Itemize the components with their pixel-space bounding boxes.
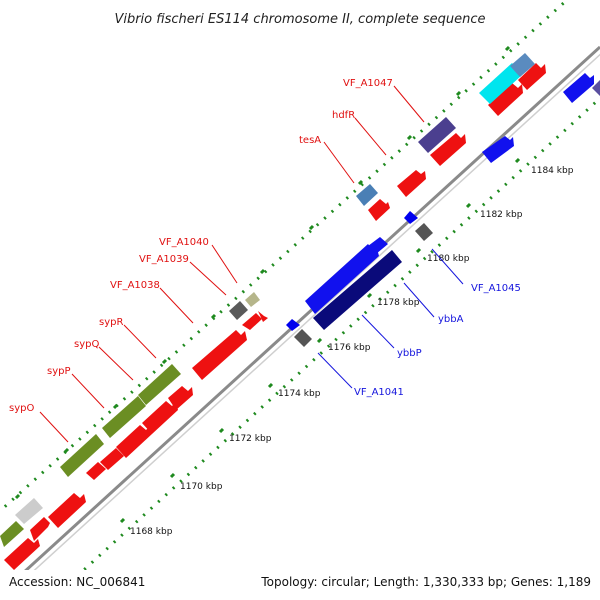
- kbp-label-1180: 1180 kbp: [427, 254, 470, 264]
- gene-cyan: [479, 63, 522, 104]
- gene-gray-light: [15, 498, 43, 524]
- gene-olive: [102, 396, 146, 438]
- gene-slateblue: [592, 80, 600, 96]
- kbp-label-1176: 1176 kbp: [328, 343, 371, 353]
- kbp-label-1184: 1184 kbp: [531, 166, 574, 176]
- kbp-label-1170: 1170 kbp: [180, 482, 223, 492]
- gene-arrow-red: [397, 170, 426, 197]
- kbp-label-1168: 1168 kbp: [130, 527, 173, 537]
- gene-arrow-blue: [286, 319, 300, 331]
- gene-arrow-red: [100, 448, 124, 470]
- gene-arrow-red: [4, 538, 40, 570]
- gene-label[interactable]: VF_A1040: [159, 237, 209, 248]
- kbp-label-1178: 1178 kbp: [377, 298, 420, 308]
- gene-steelblue: [356, 184, 378, 206]
- gene-arrow-red: [86, 462, 106, 480]
- gene-label[interactable]: VF_A1041: [354, 387, 404, 398]
- gene-gray-dark: [415, 223, 433, 241]
- upper-colored-genes: [0, 53, 535, 547]
- gene-olive: [138, 364, 181, 405]
- leader-lines-bottom: [317, 248, 464, 389]
- gene-arrow-red: [30, 517, 50, 541]
- gene-label[interactable]: ybbA: [438, 314, 464, 325]
- gene-arrow-red: [430, 133, 466, 166]
- gene-arrow-red: [168, 386, 193, 410]
- gene-arrow-red: [488, 83, 523, 116]
- gene-slateblue: [418, 117, 456, 153]
- gene-labels-top: sypO sypP sypQ sypR VF_A1038 VF_A1039 VF…: [9, 78, 393, 414]
- gene-olive: [60, 434, 104, 477]
- gene-arrow-blue: [368, 237, 388, 254]
- gene-arrow-red: [142, 401, 178, 434]
- gene-arrow-red: [192, 330, 247, 380]
- gene-label[interactable]: hdfR: [332, 110, 355, 121]
- kbp-label-1182: 1182 kbp: [480, 210, 523, 220]
- gene-label[interactable]: VF_A1045: [471, 283, 521, 294]
- gene-arrow-blue: [482, 136, 514, 163]
- upper-red-gene-track: [4, 63, 546, 570]
- gene-arrow-red: [242, 313, 262, 330]
- backbone-line-inner: [33, 53, 600, 570]
- gene-label[interactable]: tesA: [299, 135, 321, 146]
- gene-label[interactable]: ybbP: [397, 348, 422, 359]
- gene-arrow-blue-large: [305, 244, 379, 314]
- lower-blue-gene-track: [286, 73, 600, 347]
- gene-arrow-blue: [563, 73, 594, 103]
- gene-arrow-red: [258, 311, 268, 322]
- gene-arrow-red: [368, 199, 390, 221]
- gene-label[interactable]: VF_A1038: [110, 280, 160, 291]
- gene-gray-dark: [294, 329, 312, 347]
- leader-lines-top: [39, 85, 425, 443]
- accession-text: Accession: NC_006841: [9, 575, 145, 589]
- gene-navy: [313, 250, 402, 330]
- gene-arrow-red: [48, 493, 86, 528]
- lower-major-ticks: [119, 157, 521, 524]
- kbp-label-1174: 1174 kbp: [278, 389, 321, 399]
- gene-labels-bottom: VF_A1041 ybbP ybbA VF_A1045: [354, 283, 521, 398]
- topology-text: Topology: circular; Length: 1,330,333 bp…: [260, 575, 591, 589]
- gene-gray-dark: [229, 301, 248, 320]
- gene-label[interactable]: sypO: [9, 403, 34, 414]
- gene-arrow-blue: [404, 211, 418, 224]
- gene-label[interactable]: sypR: [99, 317, 123, 328]
- kbp-label-1172: 1172 kbp: [229, 434, 272, 444]
- gene-khaki: [245, 292, 260, 307]
- map-title: Vibrio fischeri ES114 chromosome II, com…: [114, 12, 485, 27]
- upper-major-ticks: [14, 45, 511, 500]
- gene-steelblue: [510, 53, 535, 77]
- gene-arrow-red: [116, 425, 152, 458]
- gene-label[interactable]: sypQ: [74, 339, 99, 350]
- upper-tick-track: [0, 0, 570, 514]
- gene-olive: [0, 521, 24, 547]
- gene-label[interactable]: sypP: [47, 366, 71, 377]
- gene-arrow-red: [518, 63, 546, 90]
- lower-tick-track: [81, 96, 600, 570]
- backbone-line-outer: [24, 45, 600, 570]
- gene-label[interactable]: VF_A1039: [139, 254, 189, 265]
- gene-label[interactable]: VF_A1047: [343, 78, 393, 89]
